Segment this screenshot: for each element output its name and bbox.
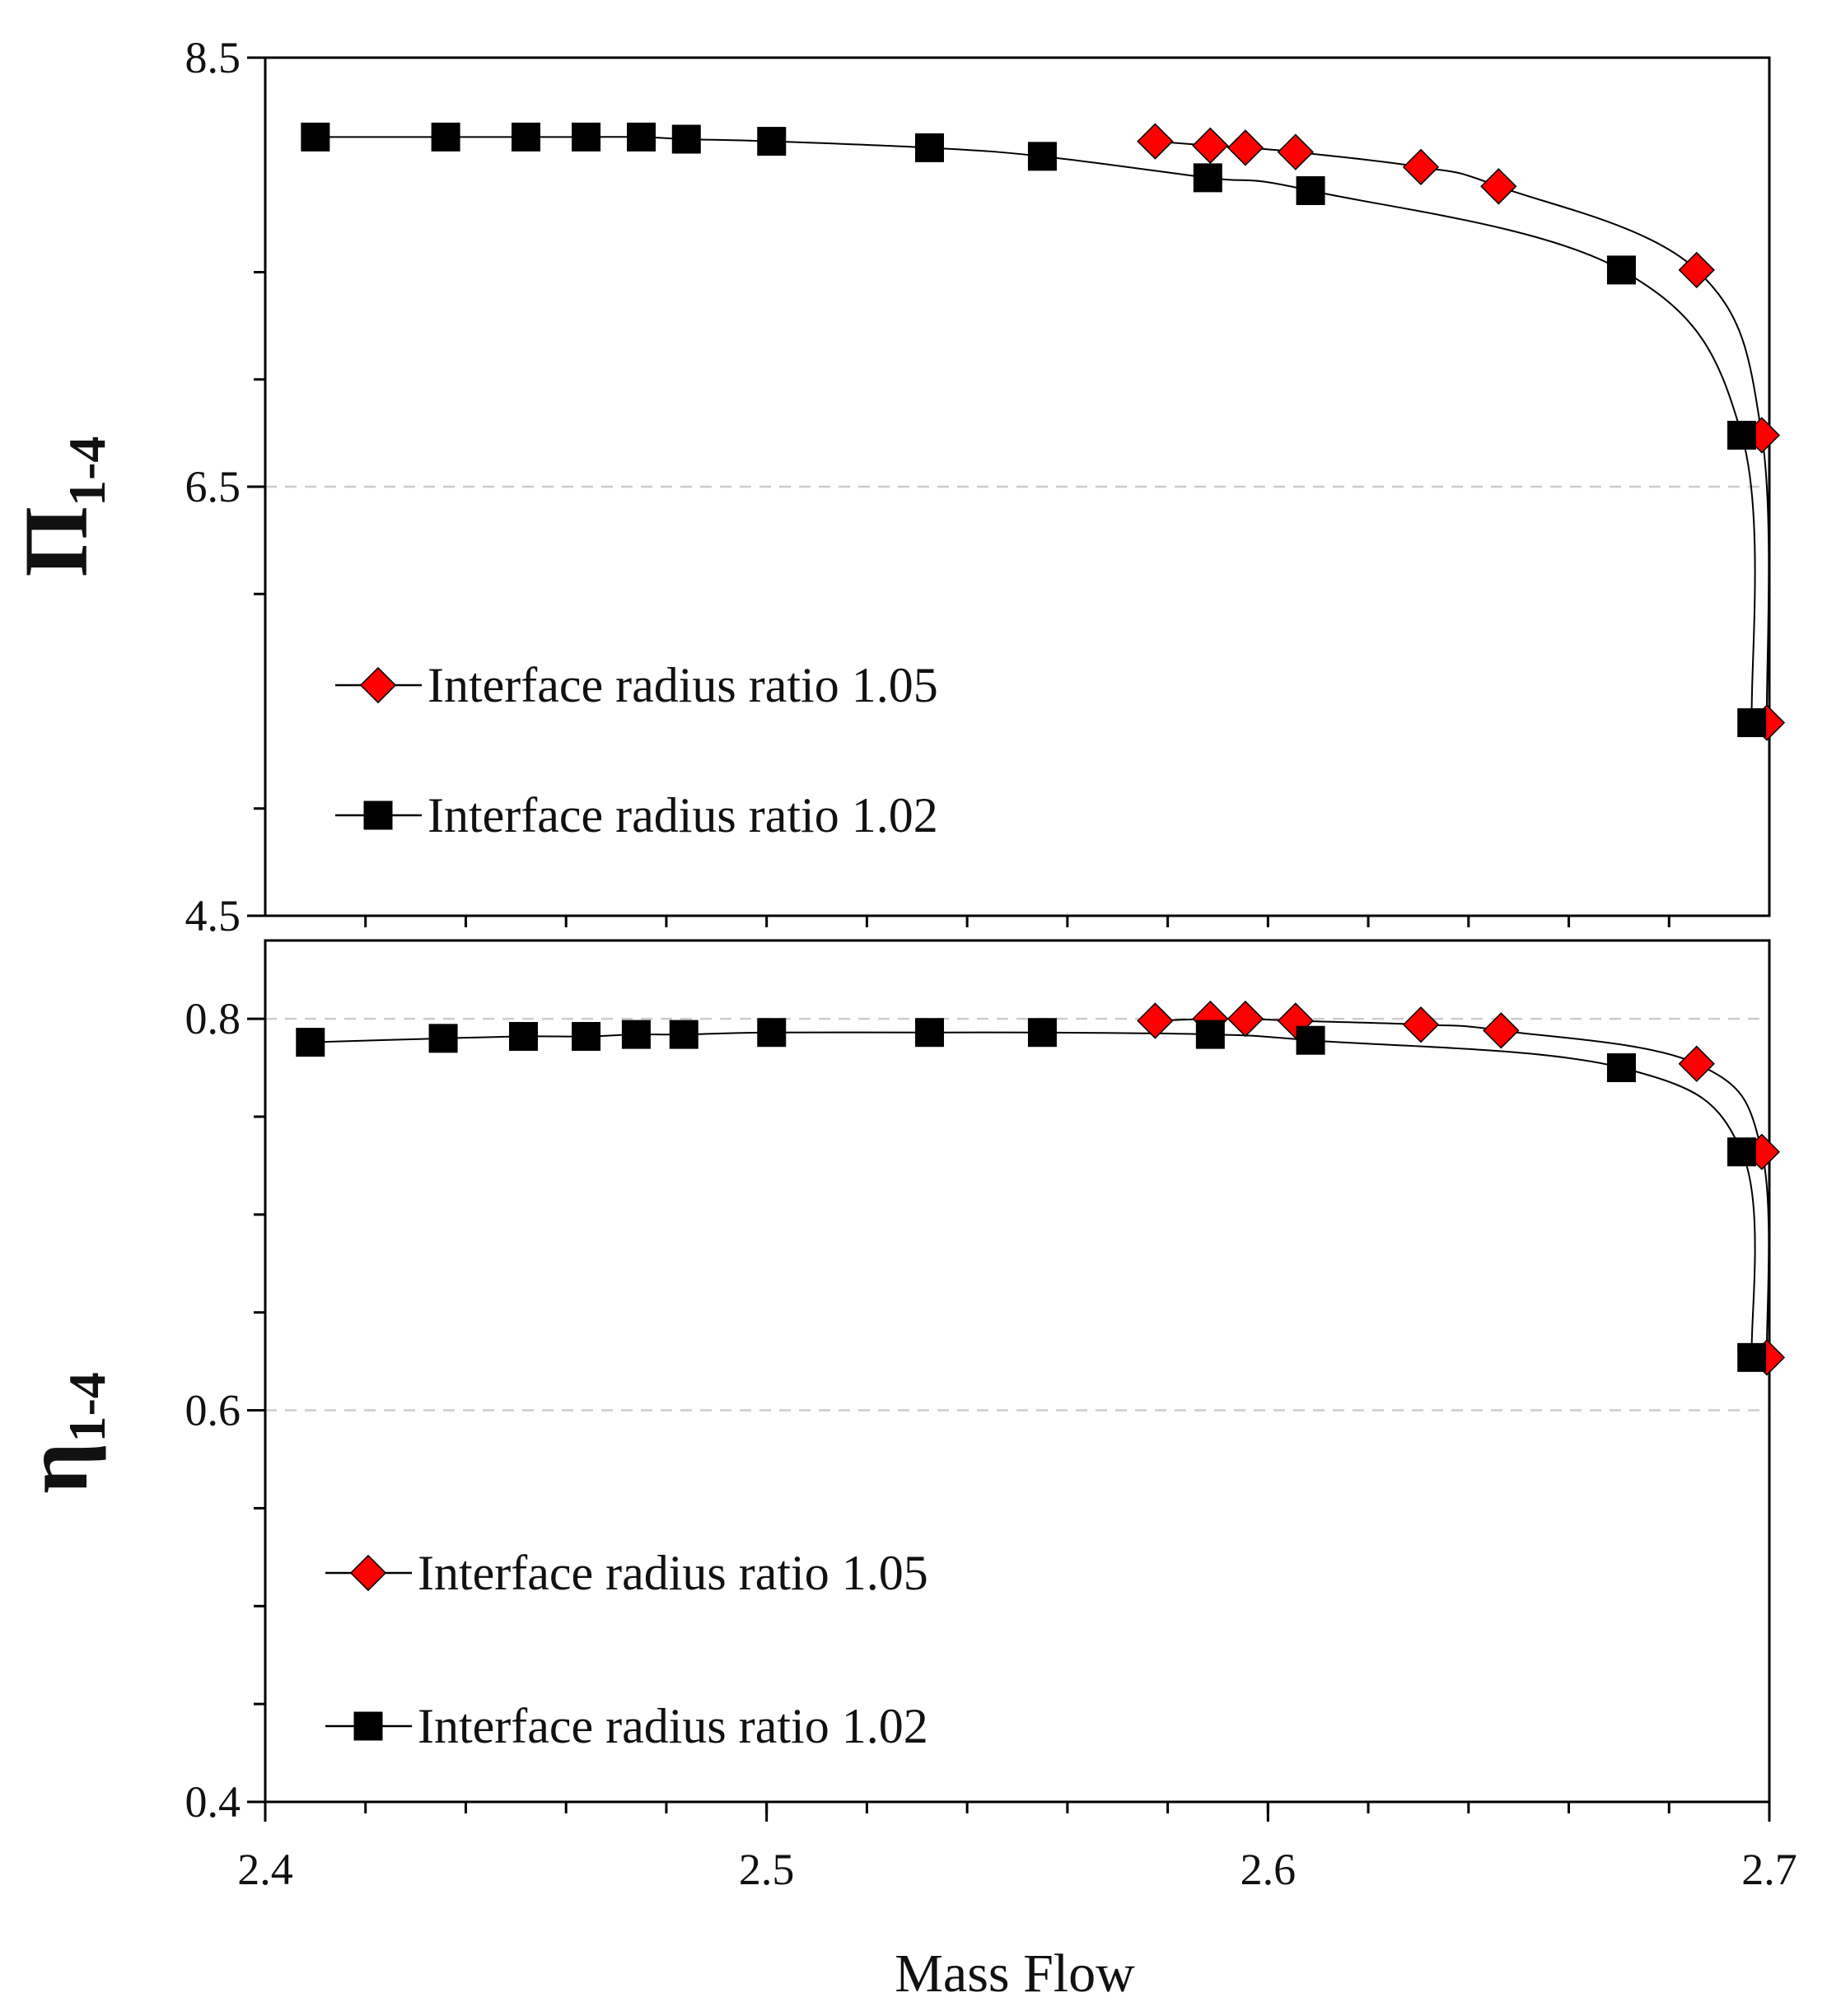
legend-marker	[349, 1554, 387, 1592]
y-tick-label: 6.5	[185, 462, 241, 511]
series-line	[310, 1031, 1756, 1358]
data-point-diamond	[1483, 1012, 1520, 1049]
data-point-square	[1195, 1020, 1225, 1049]
y-tick-label: 0.8	[185, 994, 241, 1043]
y-tick-label: 8.5	[185, 33, 241, 82]
y-tick-label: 0.4	[185, 1777, 241, 1827]
data-point-square	[1606, 255, 1636, 285]
data-point-square	[1727, 1137, 1757, 1167]
data-point-square	[1737, 708, 1767, 738]
series-line	[315, 136, 1756, 723]
data-point-square	[1027, 142, 1057, 171]
legend-marker	[363, 800, 393, 830]
y-axis-title-subscript: 1-4	[58, 1372, 116, 1442]
legend-marker	[353, 1711, 383, 1741]
data-point-diamond	[1678, 251, 1715, 289]
data-point-diamond	[1678, 1045, 1715, 1082]
data-point-square	[572, 1021, 601, 1051]
data-point-square	[627, 122, 656, 152]
data-point-square	[1727, 420, 1757, 450]
legend-label: Interface radius ratio 1.05	[428, 658, 938, 712]
data-point-diamond	[1480, 168, 1517, 205]
data-point-square	[669, 1020, 699, 1049]
data-point-square	[1027, 1018, 1057, 1048]
x-tick-label: 2.4	[237, 1845, 293, 1894]
legend-marker	[359, 666, 397, 704]
x-axis-title: Mass Flow	[895, 1944, 1135, 2004]
data-point-diamond	[1402, 1006, 1440, 1043]
y-axis-title-subscript: 1-4	[58, 436, 116, 506]
data-point-square	[572, 122, 601, 152]
x-tick-label: 2.6	[1241, 1845, 1297, 1894]
data-point-square	[671, 124, 701, 154]
data-point-diamond	[1277, 133, 1314, 170]
chart-panel-bottom: 0.8 0.6 0.4 2.4 2.5 2.6 2.7 η1-4 Interface radiu…	[6, 939, 1797, 1894]
data-point-diamond	[1137, 1002, 1174, 1039]
y-axis-title: Π1-4	[6, 436, 116, 577]
legend-label: Interface radius ratio 1.02	[428, 788, 938, 842]
y-axis-title-symbol: Π	[6, 506, 106, 577]
data-point-square	[914, 1018, 944, 1048]
data-point-square	[1296, 176, 1325, 206]
y-tick-label: 4.5	[185, 891, 241, 940]
chart-panel-top: 8.5 6.5 4.5 Π1-4 Interface radius ratio 1.05…	[6, 33, 1786, 940]
x-tick-label: 2.5	[739, 1845, 795, 1894]
data-point-square	[621, 1020, 651, 1049]
data-point-square	[428, 1024, 458, 1053]
data-point-square	[1296, 1025, 1325, 1055]
x-tick-label: 2.7	[1741, 1845, 1797, 1894]
data-point-square	[914, 133, 944, 162]
data-point-square	[1606, 1053, 1636, 1083]
data-point-square	[301, 122, 330, 152]
data-point-square	[757, 127, 787, 156]
data-point-diamond	[1192, 127, 1229, 164]
data-point-square	[1737, 1342, 1767, 1372]
y-axis-title-symbol: η	[6, 1442, 106, 1493]
data-point-square	[508, 1021, 538, 1051]
data-point-square	[757, 1018, 787, 1048]
data-point-square	[1193, 163, 1222, 193]
legend-label: Interface radius ratio 1.05	[418, 1546, 928, 1600]
legend-label: Interface radius ratio 1.02	[418, 1699, 928, 1753]
y-tick-label: 0.6	[185, 1386, 241, 1435]
data-point-diamond	[1227, 1000, 1264, 1038]
y-axis-title: η1-4	[6, 1372, 116, 1494]
data-point-diamond	[1402, 148, 1440, 185]
data-point-square	[296, 1028, 325, 1057]
data-point-square	[431, 122, 460, 152]
data-point-diamond	[1137, 123, 1174, 160]
data-point-diamond	[1227, 129, 1264, 166]
data-point-square	[512, 122, 541, 152]
